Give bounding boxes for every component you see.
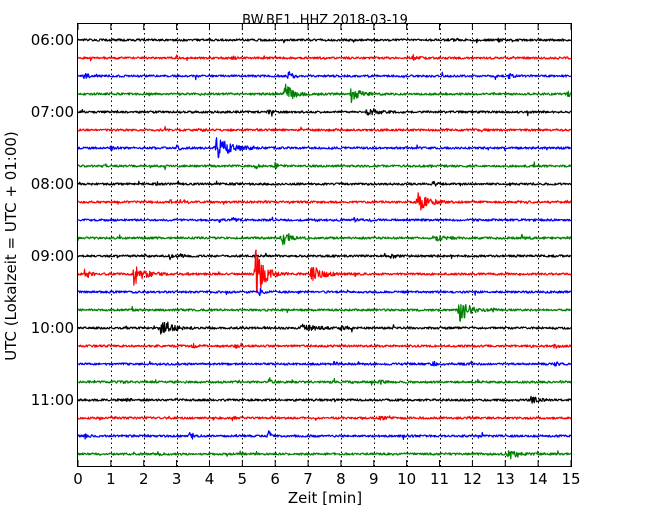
trace-0715 <box>77 125 572 133</box>
plot-frame <box>77 23 572 467</box>
trace-0645 <box>77 83 572 104</box>
trace-0830 <box>77 216 572 224</box>
y-tick-label: 08:00 <box>31 175 74 193</box>
trace-1000 <box>77 321 572 335</box>
chart-title: BW.BE1..HHZ 2018-03-19 <box>242 13 408 28</box>
x-tick-label: 5 <box>238 470 248 488</box>
x-axis-label: Zeit [min] <box>288 489 362 507</box>
trace-0900 <box>77 252 572 261</box>
y-tick-label: 09:00 <box>31 247 74 265</box>
y-tick-label: 07:00 <box>31 103 74 121</box>
x-tick-label: 11 <box>430 470 449 488</box>
trace-0845 <box>77 233 572 246</box>
x-tick-label: 2 <box>139 470 149 488</box>
x-tick-label: 10 <box>397 470 416 488</box>
trace-0600 <box>77 37 572 44</box>
x-tick-label: 0 <box>73 470 83 488</box>
trace-1015 <box>77 342 572 349</box>
trace-1045 <box>77 377 572 386</box>
trace-1115 <box>77 415 572 422</box>
x-tick-label: 13 <box>496 470 515 488</box>
y-tick-label: 06:00 <box>31 31 74 49</box>
trace-0745 <box>77 161 572 171</box>
y-axis-label: UTC (Lokalzeit = UTC + 01:00) <box>2 131 20 361</box>
trace-0945 <box>77 303 572 322</box>
x-tick-label: 14 <box>529 470 548 488</box>
x-tick-label: 1 <box>106 470 116 488</box>
x-tick-label: 7 <box>303 470 313 488</box>
y-tick-label: 11:00 <box>31 391 74 409</box>
trace-0815 <box>77 192 572 211</box>
x-tick-label: 15 <box>561 470 580 488</box>
trace-1030 <box>77 360 572 367</box>
grid-layer <box>111 24 539 466</box>
trace-1100 <box>77 395 572 404</box>
x-tick-label: 6 <box>270 470 280 488</box>
x-tick-label: 3 <box>172 470 182 488</box>
y-tick-label: 10:00 <box>31 319 74 337</box>
trace-0630 <box>77 71 572 81</box>
trace-0915 <box>77 249 572 294</box>
trace-0730 <box>77 137 572 159</box>
tick-layer: 0 1 2 3 4 5 6 7 8 9 10 11 12 13 14 1506:0007:0008:0009:… <box>31 24 581 488</box>
trace-layer <box>77 37 572 460</box>
x-tick-label: 12 <box>463 470 482 488</box>
trace-0700 <box>77 108 572 117</box>
x-tick-label: 8 <box>336 470 346 488</box>
x-tick-label: 4 <box>205 470 215 488</box>
trace-1130 <box>77 430 572 441</box>
trace-1145 <box>77 450 572 460</box>
x-tick-label: 9 <box>369 470 379 488</box>
trace-0800 <box>77 180 572 187</box>
trace-0615 <box>77 53 572 62</box>
trace-0930 <box>77 287 572 297</box>
